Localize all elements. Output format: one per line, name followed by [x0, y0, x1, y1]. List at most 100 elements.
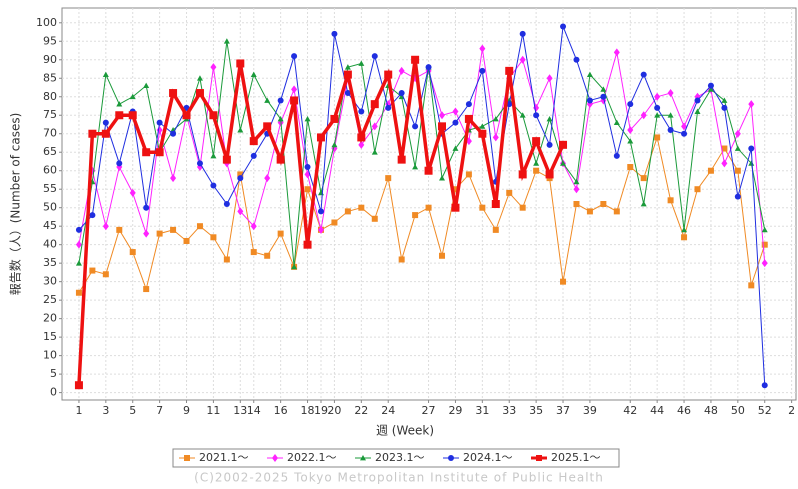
- y-tick-label: 5: [50, 367, 57, 380]
- x-tick-label: 31: [475, 404, 489, 417]
- x-tick-label: 46: [677, 404, 691, 417]
- marker: [196, 75, 203, 81]
- marker: [734, 129, 741, 138]
- marker: [236, 59, 245, 68]
- y-tick-label: 10: [43, 349, 57, 362]
- x-tick-label: 13: [233, 404, 247, 417]
- marker: [600, 93, 607, 100]
- marker: [196, 160, 203, 167]
- marker: [344, 208, 351, 215]
- marker: [545, 170, 554, 179]
- marker: [263, 122, 272, 131]
- marker: [546, 74, 553, 83]
- marker: [143, 286, 150, 293]
- marker: [600, 86, 607, 92]
- marker: [491, 200, 500, 208]
- x-tick-label: 5: [129, 404, 136, 417]
- marker: [223, 38, 230, 44]
- marker: [371, 215, 378, 222]
- marker: [479, 204, 486, 211]
- marker: [694, 186, 701, 193]
- marker: [761, 259, 768, 268]
- marker: [358, 204, 365, 211]
- marker: [452, 186, 459, 193]
- marker: [424, 166, 433, 175]
- marker: [264, 174, 271, 183]
- marker: [694, 108, 701, 114]
- marker: [519, 55, 526, 64]
- marker: [707, 82, 714, 89]
- marker: [75, 289, 82, 296]
- marker: [170, 174, 177, 183]
- marker: [613, 208, 620, 215]
- marker: [492, 115, 499, 122]
- marker: [89, 212, 96, 219]
- marker: [464, 114, 473, 123]
- marker: [316, 133, 325, 142]
- y-tick-label: 15: [43, 330, 57, 343]
- marker: [452, 145, 459, 151]
- marker: [142, 148, 151, 157]
- marker: [573, 201, 580, 207]
- marker: [694, 97, 701, 104]
- marker: [237, 175, 244, 182]
- y-tick-label: 80: [43, 90, 57, 103]
- marker: [102, 71, 109, 77]
- marker: [272, 454, 278, 462]
- marker: [156, 230, 163, 237]
- legend-label: 2022.1～: [287, 451, 337, 464]
- marker: [195, 89, 204, 98]
- x-tick-label: 24: [381, 404, 395, 417]
- marker: [371, 53, 378, 60]
- marker: [748, 145, 755, 152]
- x-tick-label: 22: [354, 404, 368, 417]
- marker: [143, 229, 150, 238]
- marker: [169, 89, 178, 98]
- marker: [129, 93, 136, 100]
- marker: [371, 122, 378, 131]
- marker: [560, 160, 567, 166]
- marker: [183, 237, 190, 244]
- marker: [398, 66, 405, 75]
- marker: [358, 60, 365, 66]
- marker: [640, 175, 647, 182]
- x-tick-label: 11: [206, 404, 220, 417]
- marker: [88, 129, 97, 138]
- marker: [276, 155, 285, 164]
- footer: (C)2002-2025 Tokyo Metropolitan Institut…: [194, 471, 604, 485]
- marker: [452, 119, 459, 126]
- marker: [748, 160, 755, 166]
- x-tick-label: 44: [650, 404, 664, 417]
- y-tick-label: 70: [43, 127, 57, 140]
- legend-label: 2024.1～: [463, 451, 513, 464]
- marker: [331, 141, 338, 148]
- marker: [291, 53, 298, 60]
- marker: [264, 252, 271, 259]
- marker: [398, 256, 405, 263]
- marker: [560, 278, 567, 285]
- x-tick-label: 27: [422, 404, 436, 417]
- marker: [573, 178, 580, 185]
- marker: [452, 107, 459, 116]
- marker: [439, 252, 446, 259]
- x-tick-label: 29: [448, 404, 462, 417]
- marker: [385, 175, 392, 182]
- marker: [613, 48, 620, 57]
- marker: [761, 241, 768, 248]
- marker: [156, 119, 163, 126]
- y-tick-label: 20: [43, 312, 57, 325]
- y-tick-label: 65: [43, 145, 57, 158]
- marker: [492, 226, 499, 233]
- marker: [222, 155, 231, 164]
- marker: [357, 133, 366, 142]
- marker: [613, 119, 620, 126]
- marker: [210, 152, 217, 159]
- marker: [734, 145, 741, 151]
- x-tick-label: 18: [301, 404, 315, 417]
- marker: [143, 204, 150, 211]
- marker: [654, 104, 661, 111]
- y-tick-label: 40: [43, 238, 57, 251]
- marker: [277, 97, 284, 104]
- marker: [586, 97, 593, 104]
- marker: [518, 170, 527, 179]
